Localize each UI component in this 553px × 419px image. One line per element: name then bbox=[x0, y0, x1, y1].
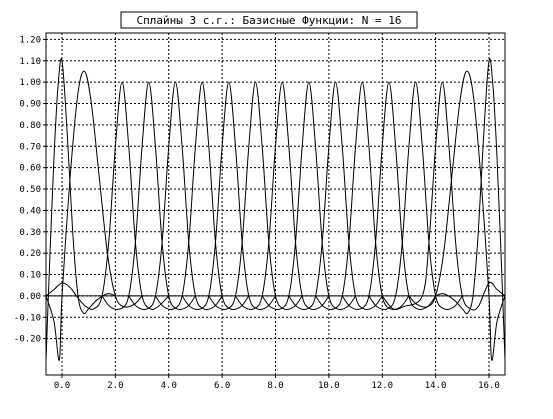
x-tick-label: 8.0 bbox=[267, 381, 283, 391]
x-tick-label: 2.0 bbox=[107, 381, 123, 391]
plot-frame bbox=[45, 32, 506, 376]
x-tick-label: 6.0 bbox=[214, 381, 230, 391]
y-tick-label: -0.20 bbox=[14, 335, 41, 345]
y-tick-labels: 1.20 1.10 1.00 0.90 0.80 0.70 0.60 0.50 0.40 0.30… bbox=[14, 35, 46, 345]
y-tick-label: 0.70 bbox=[19, 142, 41, 152]
chart-title-box bbox=[120, 11, 418, 29]
x-tick-label: 0.0 bbox=[54, 381, 70, 391]
series-line-2 bbox=[46, 70, 143, 361]
y-tick-label: 0.60 bbox=[19, 164, 41, 174]
y-tick-label: 0.00 bbox=[19, 292, 41, 302]
series-line-7 bbox=[181, 81, 276, 310]
y-tick-label: 0.50 bbox=[19, 185, 41, 195]
y-tick-label: -0.10 bbox=[14, 313, 41, 323]
series-line-13 bbox=[341, 81, 437, 310]
series-line-12 bbox=[315, 81, 410, 310]
series-line-16 bbox=[408, 70, 505, 361]
y-tick-label: 1.20 bbox=[19, 35, 41, 45]
y-tick-label: 0.10 bbox=[19, 271, 41, 281]
series-line-17 bbox=[435, 58, 505, 361]
x-tick-label: 10.0 bbox=[318, 381, 340, 391]
series-line-4 bbox=[101, 81, 196, 310]
series-line-3 bbox=[46, 81, 170, 310]
grid-layer bbox=[46, 33, 505, 375]
x-tick-label: 12.0 bbox=[371, 381, 393, 391]
y-tick-label: 1.10 bbox=[19, 57, 41, 67]
series-line-15 bbox=[381, 81, 505, 311]
series-line-8 bbox=[208, 81, 303, 310]
series-line-1 bbox=[46, 58, 116, 361]
x-tick-labels: 0.0 2.0 4.0 6.0 8.0 10.0 12.0 14.0 16.0 bbox=[54, 375, 500, 391]
chart-title: Сплайны 3 с.г.: Базисные Функции: N = 16 bbox=[137, 14, 402, 27]
series-line-11 bbox=[288, 81, 383, 310]
series-line-6 bbox=[155, 81, 250, 310]
series-line-10 bbox=[261, 81, 356, 310]
y-tick-label: 0.90 bbox=[19, 100, 41, 110]
series-line-9 bbox=[235, 81, 330, 310]
x-tick-label: 4.0 bbox=[161, 381, 177, 391]
series-layer bbox=[46, 58, 505, 361]
y-tick-label: 1.00 bbox=[19, 78, 41, 88]
series-line-14 bbox=[368, 81, 463, 310]
y-tick-label: 0.30 bbox=[19, 228, 41, 238]
y-tick-label: 0.20 bbox=[19, 249, 41, 259]
y-tick-label: 0.40 bbox=[19, 206, 41, 216]
x-tick-label: 16.0 bbox=[478, 381, 500, 391]
x-tick-label: 14.0 bbox=[425, 381, 447, 391]
y-tick-label: 0.80 bbox=[19, 121, 41, 131]
series-line-5 bbox=[128, 81, 223, 310]
